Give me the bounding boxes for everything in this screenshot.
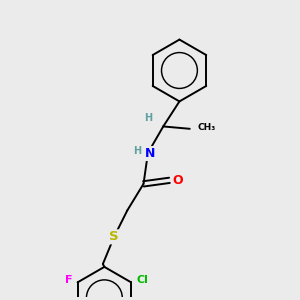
Text: F: F	[65, 275, 73, 285]
Text: H: H	[144, 113, 152, 123]
Text: Cl: Cl	[136, 275, 148, 285]
Text: N: N	[145, 147, 155, 160]
Text: O: O	[172, 174, 183, 187]
Text: CH₃: CH₃	[198, 123, 216, 132]
Text: H: H	[133, 146, 141, 156]
Text: S: S	[109, 230, 119, 243]
